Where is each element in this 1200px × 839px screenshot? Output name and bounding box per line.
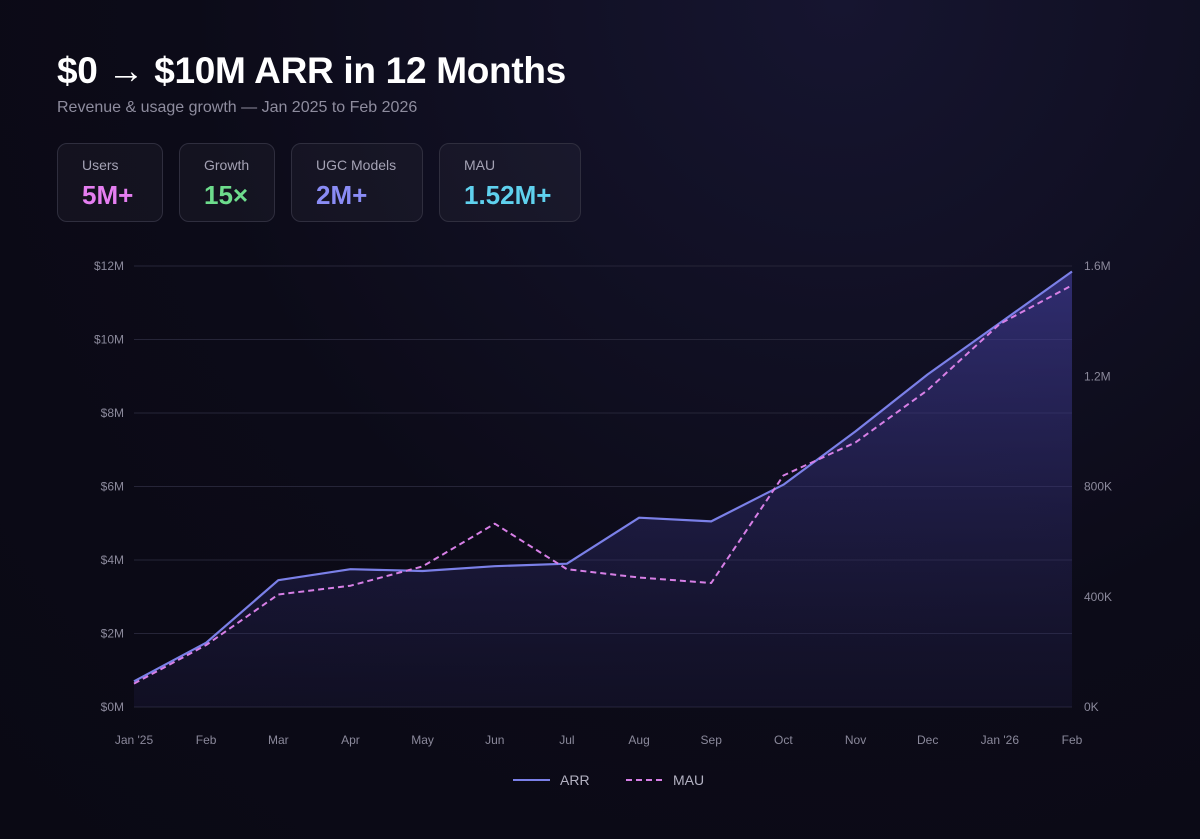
x-axis-tick: Jan '26 — [981, 733, 1020, 747]
stat-card-ugc-models: UGC Models 2M+ — [291, 143, 423, 222]
area-layer — [134, 271, 1072, 707]
left-axis-tick: $0M — [101, 700, 124, 714]
left-axis-tick: $2M — [101, 627, 124, 641]
left-axis-tick: $8M — [101, 406, 124, 420]
right-axis-tick: 800K — [1084, 480, 1112, 494]
x-axis-tick: Dec — [917, 733, 938, 747]
mau-legend-label: MAU — [673, 772, 704, 788]
x-axis-tick: Mar — [268, 733, 289, 747]
x-axis-tick: Nov — [845, 733, 866, 747]
x-axis-tick: Jan '25 — [115, 733, 154, 747]
page-title: $0 → $10M ARR in 12 Months — [57, 50, 566, 91]
arr-legend-label: ARR — [560, 772, 590, 788]
stat-card-mau: MAU 1.52M+ — [439, 143, 581, 222]
right-axis-tick: 1.6M — [1084, 259, 1111, 273]
x-axis-tick: Feb — [1062, 733, 1083, 747]
x-axis-tick: Aug — [628, 733, 649, 747]
left-axis-tick: $10M — [94, 333, 124, 347]
stat-value: 5M+ — [82, 180, 134, 210]
stat-card-users: Users 5M+ — [57, 143, 163, 222]
left-axis-tick: $4M — [101, 553, 124, 567]
stat-value: 15× — [204, 180, 249, 210]
arr-line — [133, 270, 1073, 683]
left-axis-tick: $6M — [101, 480, 124, 494]
x-axis-tick: Jun — [485, 733, 504, 747]
x-axis-tick: Feb — [196, 733, 217, 747]
right-axis-tick: 1.2M — [1084, 369, 1111, 383]
arr-area-fill — [134, 271, 1072, 707]
x-axis-tick: May — [411, 733, 434, 747]
stat-label: Growth — [204, 157, 250, 173]
stat-label: Users — [82, 157, 119, 173]
stat-label: MAU — [464, 157, 496, 173]
x-axis-tick: Sep — [701, 733, 723, 747]
stat-cards: Users 5M+ Growth 15× UGC Models 2M+ MAU … — [57, 143, 581, 222]
page-subtitle: Revenue & usage growth — Jan 2025 to Feb… — [57, 99, 418, 116]
right-axis-tick: 400K — [1084, 590, 1112, 604]
chart-legend: ARR MAU — [513, 772, 704, 788]
x-axis-tick: Apr — [341, 733, 360, 747]
x-axis-tick: Jul — [559, 733, 574, 747]
left-axis-tick: $12M — [94, 259, 124, 273]
right-axis-tick: 0K — [1084, 700, 1099, 714]
axis-labels: $0M $2M $4M $6M $8M $10M $12M 0K 400K 800K 1.2M 1.6… — [94, 259, 1112, 747]
x-axis-tick: Oct — [774, 733, 793, 747]
stat-label: UGC Models — [316, 157, 397, 173]
stat-value: 2M+ — [316, 180, 368, 210]
series-lines — [133, 270, 1073, 685]
mau-line — [133, 284, 1073, 685]
stat-card-growth: Growth 15× — [179, 143, 275, 222]
stat-value: 1.52M+ — [464, 180, 552, 210]
